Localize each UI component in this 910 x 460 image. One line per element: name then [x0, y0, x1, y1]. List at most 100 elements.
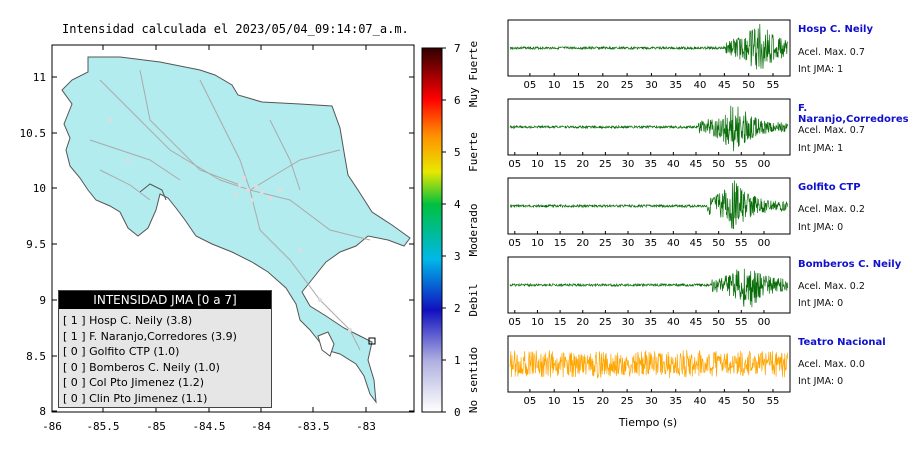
station-name: Hosp C. Neily — [798, 24, 873, 35]
seismogram-tick-label: 20 — [596, 80, 609, 91]
seismogram-tick-label: 25 — [599, 238, 612, 249]
seismogram-tick-label: 10 — [548, 80, 561, 91]
seismogram-tick-label: 15 — [554, 317, 567, 328]
station-marker-hosp-c-neily — [368, 337, 376, 345]
station-int: Int JMA: 0 — [798, 298, 844, 309]
seismogram-tick-label: 05 — [524, 396, 537, 407]
seismogram-tick-label: 00 — [758, 238, 771, 249]
seismogram-tick-label: 15 — [572, 80, 585, 91]
map-x-tick-label: -86 — [42, 420, 62, 433]
legend-item: [ 1 ] Hosp C. Neily (3.8) — [63, 314, 193, 327]
seismogram-tick-label: 50 — [742, 396, 755, 407]
seismogram-tick-label: 55 — [767, 80, 780, 91]
peninsula-osa — [317, 331, 335, 357]
seismogram-tick-label: 45 — [718, 80, 731, 91]
legend-item: [ 0 ] Golfito CTP (1.0) — [63, 345, 180, 358]
seismogram-tick-label: 45 — [690, 317, 703, 328]
time-axis-label: Tiempo (s) — [618, 416, 677, 429]
scale-tick-label: 6 — [454, 94, 461, 107]
map-x-tick-label: -84 — [251, 420, 271, 433]
seismogram-tick-label: 15 — [554, 238, 567, 249]
seismogram-tick-label: 50 — [712, 238, 725, 249]
seismogram-tick-label: 35 — [669, 80, 682, 91]
station-name: Teatro Nacional — [798, 337, 886, 348]
city-dots — [108, 118, 352, 332]
station-int: Int JMA: 0 — [798, 222, 844, 233]
station-int: Int JMA: 1 — [798, 64, 844, 75]
station-accel: Acel. Max. 0.2 — [798, 204, 865, 215]
seismogram-tick-label: 10 — [531, 317, 544, 328]
seismogram-tick-label: 40 — [694, 80, 707, 91]
map-y-tick-label: 9.5 — [26, 238, 46, 251]
seismogram-tick-label: 10 — [531, 238, 544, 249]
seismogram-tick-label: 05 — [508, 317, 521, 328]
seismogram-tick-label: 20 — [576, 159, 589, 170]
legend-item: [ 1 ] F. Naranjo,Corredores (3.9) — [63, 329, 237, 343]
legend-list: [ 1 ] Hosp C. Neily (3.8) [ 1 ] F. Naran… — [63, 313, 271, 406]
seismogram-tick-label: 25 — [621, 80, 634, 91]
scale-tick-label: 4 — [454, 198, 461, 211]
legend-item: [ 0 ] Bomberos C. Neily (1.0) — [63, 360, 220, 374]
seismogram-trace — [509, 349, 788, 379]
seismogram-tick-label: 35 — [644, 317, 657, 328]
seismogram-tick-label: 30 — [622, 238, 635, 249]
seismogram-tick-label: 55 — [767, 396, 780, 407]
map-x-tick-label: -83.5 — [296, 420, 329, 433]
seismogram-tick-label: 30 — [645, 396, 658, 407]
seismogram-tick-label: 50 — [712, 317, 725, 328]
map-y-tick-label: 9 — [39, 294, 46, 307]
intensity-color-scale — [421, 47, 443, 413]
scale-tick-label: 1 — [454, 354, 461, 367]
map-x-tick-label: -85 — [146, 420, 166, 433]
station-accel: Acel. Max. 0.2 — [798, 281, 865, 292]
seismogram-tick-label: 35 — [644, 238, 657, 249]
seismogram-tick-label: 45 — [690, 159, 703, 170]
seismogram-tick-label: 55 — [735, 238, 748, 249]
station-name: Bomberos C. Neily — [798, 259, 902, 270]
costa-rica-land — [61, 56, 411, 404]
seismogram-tick-label: 05 — [508, 159, 521, 170]
scale-label: Debil — [467, 283, 480, 316]
scale-tick-label: 5 — [454, 146, 461, 159]
legend-box: INTENSIDAD JMA [0 a 7] [ 1 ] Hosp C. Nei… — [58, 290, 272, 408]
station-int: Int JMA: 0 — [798, 376, 844, 387]
roads — [89, 69, 371, 351]
seismogram-tick-label: 40 — [694, 396, 707, 407]
seismogram-tick-label: 15 — [554, 159, 567, 170]
seismogram-tick-label: 25 — [599, 317, 612, 328]
seismogram-tick-label: 00 — [758, 317, 771, 328]
seismogram-tick-label: 45 — [690, 238, 703, 249]
scale-label: No sentido — [467, 347, 480, 413]
seismogram-trace — [509, 23, 788, 70]
map-x-tick-label: -84.5 — [192, 420, 225, 433]
seismogram-tick-label: 05 — [508, 238, 521, 249]
legend-item: [ 0 ] Clin Pto Jimenez (1.1) — [63, 391, 208, 405]
seismogram-tick-label: 15 — [572, 396, 585, 407]
map-y-tick-label: 11 — [33, 71, 46, 84]
legend-title: INTENSIDAD JMA [0 a 7] — [59, 291, 271, 309]
map-x-tick-label: -85.5 — [86, 420, 119, 433]
nicoya-coast — [139, 183, 167, 201]
station-accel: Acel. Max. 0.7 — [798, 125, 865, 136]
map-title: Intensidad calculada el 2023/05/04_09:14… — [62, 22, 409, 36]
map-y-tick-label: 10 — [33, 182, 46, 195]
scale-tick-label: 0 — [454, 406, 461, 419]
seismogram-tick-label: 10 — [548, 396, 561, 407]
seismogram-tick-label: 45 — [718, 396, 731, 407]
map-axes: 11 10.5 10 9.5 9 8.5 8 -86 -85.5 -85 -84.5 -84 -83.5… — [20, 45, 414, 433]
seismogram-tick-label: 25 — [599, 159, 612, 170]
seismogram-trace — [509, 105, 788, 152]
legend-item: [ 0 ] Col Pto Jimenez (1.2) — [63, 376, 205, 389]
seismogram-trace — [509, 180, 788, 230]
seismogram-tick-label: 35 — [644, 159, 657, 170]
station-int: Int JMA: 1 — [798, 143, 844, 154]
scale-label: Fuerte — [467, 132, 480, 172]
seismogram-tick-label: 05 — [524, 80, 537, 91]
station-accel: Acel. Max. 0.0 — [798, 359, 865, 370]
seismogram-tick-label: 20 — [576, 317, 589, 328]
scale-tick-label: 7 — [454, 42, 461, 55]
station-name: Golfito CTP — [798, 182, 861, 193]
seismogram-tick-label: 30 — [622, 159, 635, 170]
seismogram-tick-label: 20 — [596, 396, 609, 407]
